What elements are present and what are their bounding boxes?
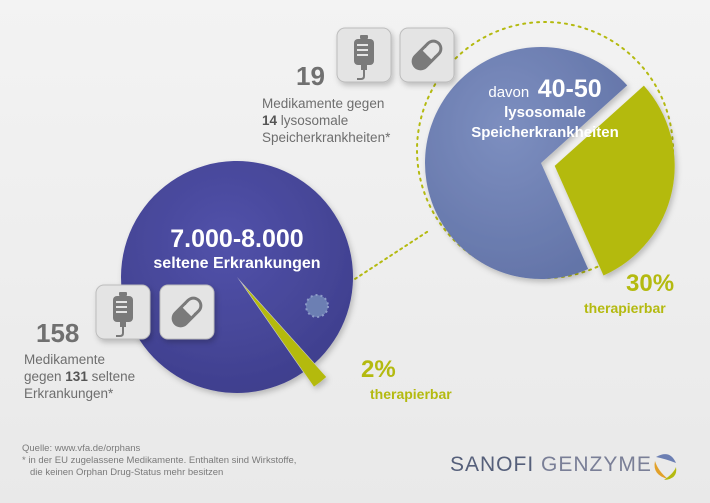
lyso-pill-tile [399,27,455,83]
footnote-note-1: * in der EU zugelassene Medikamente. Ent… [22,455,297,466]
lyso-infusion-bag-tile [336,27,392,83]
rare-treatable-text: therapierbar [370,386,452,402]
infusion-bag-icon [113,292,133,337]
rare-drug-count: 158 [36,318,80,348]
pill-capsule-icon [411,39,443,71]
lysosomal-diseases-pie [425,47,675,280]
lysosomal-marker-dot [305,294,329,318]
lyso-pie-title-prefix: davon [488,84,529,101]
footnote: Quelle: www.vfa.de/orphans * in der EU z… [22,443,296,479]
lyso-disease-count: 14 [262,113,278,128]
rare-infusion-bag-tile [95,284,151,340]
rare-desc-line-3: Erkrankungen* [24,386,114,401]
rare-pie-title: 7.000-8.000 [170,225,303,253]
lyso-desc-line-2: 14 lysosomale [262,112,432,129]
rare-treatable-label: 2% [361,356,396,384]
genzyme-logo-mark-icon [654,454,677,480]
lyso-pie-subtitle-1: lysosomale [504,104,586,121]
lyso-treatable-label: 30% [626,270,674,298]
pie-slice-treatable [243,284,327,387]
rare-drug-description: Medikamente gegen 131 seltene Erkrankung… [24,351,194,402]
lyso-pie-title-range: 40-50 [538,75,602,103]
rare-treatable-text-wrap: therapierbar [370,386,452,402]
infusion-bag-icon [354,35,374,80]
lyso-desc-line-3: Speicherkrankheiten* [262,130,391,145]
rare-desc-line-1: Medikamente [24,352,106,367]
footnote-source: Quelle: www.vfa.de/orphans [22,443,141,454]
lyso-pie-subtitle-2: Speicherkrankheiten [471,124,619,141]
rare-disease-count: 131 [65,369,88,384]
lyso-desc-line-1: Medikamente gegen [262,96,385,111]
lyso-treatable-text: therapierbar [584,300,666,316]
rare-pie-subtitle: seltene Erkrankungen [153,255,320,272]
footnote-note-2: die keinen Orphan Drug-Status mehr besit… [30,467,224,478]
lyso-treatable-percent: 30% [626,270,675,297]
rare-desc-line-2: gegen 131 seltene [24,368,194,385]
lyso-treatable-text-wrap: therapierbar [584,300,666,316]
rare-desc-line-2-pre: gegen [24,369,66,384]
lyso-pie-title: davon 40-50 [488,75,601,103]
logo-genzyme: GENZYME [541,453,652,476]
lyso-desc-line-2-rest: lysosomale [277,113,349,128]
logo-sanofi: SANOFI [450,453,535,476]
rare-pill-tile [159,284,215,340]
rare-treatable-percent: 2% [361,356,396,383]
sanofi-genzyme-logo: SANOFI GENZYME [450,453,652,477]
lyso-drug-description: Medikamente gegen 14 lysosomale Speicher… [262,95,432,146]
pill-capsule-icon [171,296,203,328]
pie-slice-other [425,47,628,280]
rare-desc-line-2-rest: seltene [87,369,136,384]
pie-slice-treatable [554,85,675,276]
lyso-drug-count: 19 [296,61,325,91]
